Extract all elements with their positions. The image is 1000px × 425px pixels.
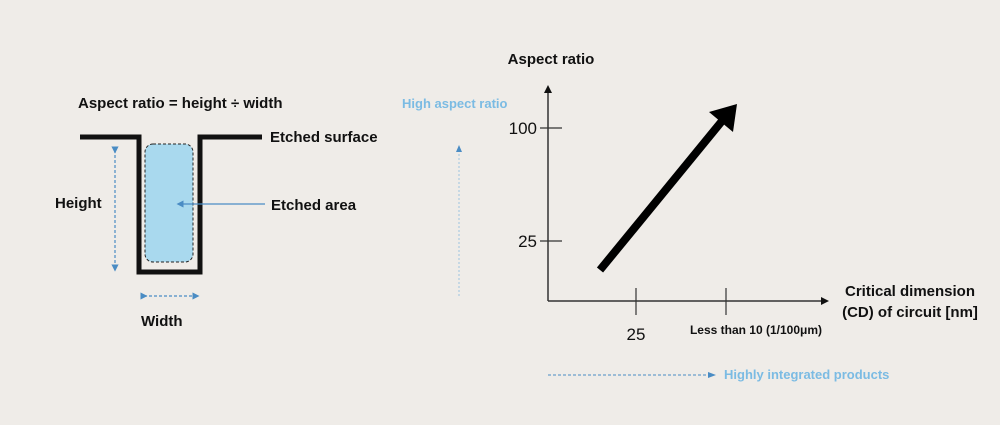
y-tick-label-100: 100 (509, 119, 537, 138)
highly-integrated-label: Highly integrated products (724, 367, 889, 382)
etched-area-label: Etched area (271, 197, 357, 214)
x-axis-title-line1: Critical dimension (845, 283, 975, 300)
high-aspect-ratio-label: High aspect ratio (402, 96, 508, 111)
trend-arrow (596, 118, 726, 273)
trend-arrowhead-icon (709, 104, 737, 132)
x-tick-label-25: 25 (627, 325, 646, 344)
y-axis-title: Aspect ratio (508, 51, 595, 68)
right-arrow-icon (708, 372, 716, 378)
x-axis-title-line2: (CD) of circuit [nm] (842, 304, 978, 321)
y-tick-label-25: 25 (518, 232, 537, 251)
trench-outline (80, 134, 262, 275)
height-label: Height (55, 195, 102, 212)
width-label: Width (141, 313, 183, 330)
etched-area-shape (144, 143, 194, 263)
up-arrow-icon (456, 145, 462, 152)
formula-label: Aspect ratio = height ÷ width (78, 95, 283, 112)
etched-surface-label: Etched surface (270, 129, 378, 146)
x-tick-label-10: Less than 10 (1/100μm) (690, 323, 822, 337)
